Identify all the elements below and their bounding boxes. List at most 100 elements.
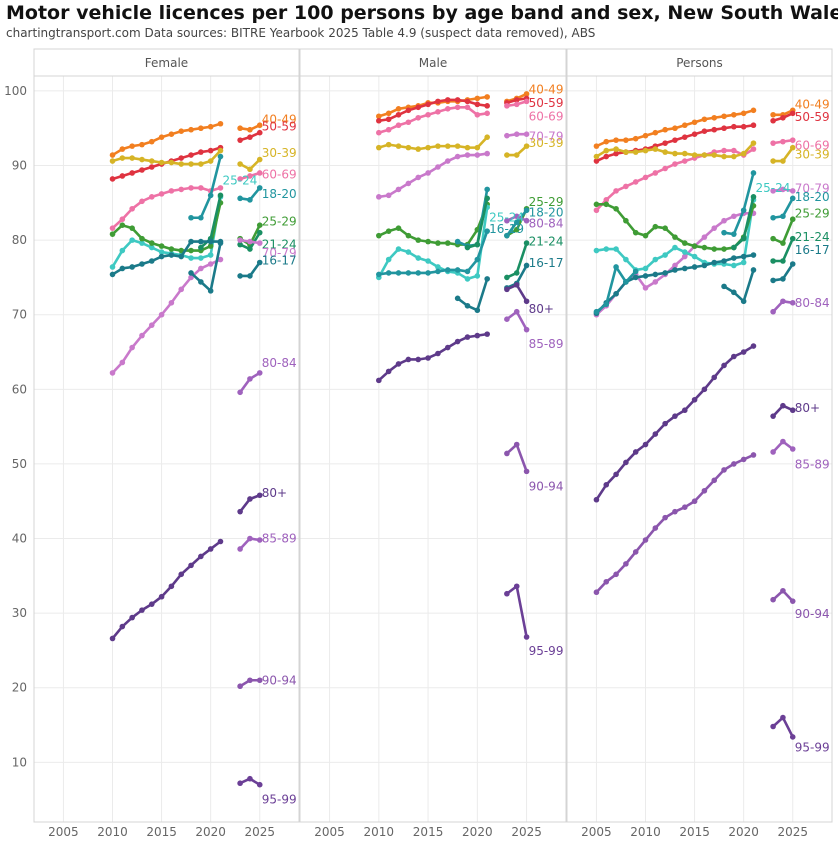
data-point (484, 134, 490, 140)
data-point (178, 161, 185, 167)
series-label-50-59: 50-59 (795, 110, 830, 124)
data-point (405, 144, 412, 151)
data-point (780, 138, 786, 145)
data-point (780, 438, 786, 445)
series-label-16-17: 16-17 (529, 256, 564, 270)
data-point (198, 255, 204, 261)
x-tick-label: 2005 (314, 825, 345, 839)
series-label-70-79: 70-79 (795, 182, 830, 196)
data-point (188, 255, 194, 261)
series-line (377, 203, 489, 246)
series-line (595, 453, 755, 594)
data-point (731, 353, 737, 360)
data-point (701, 262, 708, 269)
data-point (385, 126, 392, 133)
series-80-84 (504, 213, 530, 224)
data-point (780, 276, 786, 282)
data-point (237, 508, 243, 515)
data-point (623, 459, 629, 466)
data-point (256, 222, 263, 228)
data-point (425, 355, 431, 361)
data-point (139, 607, 145, 613)
series-label-40-49: 40-49 (795, 97, 830, 111)
data-point (198, 244, 204, 251)
data-point (789, 216, 796, 223)
data-point (731, 244, 737, 251)
data-point (198, 553, 204, 560)
data-point (188, 214, 194, 221)
x-tick-label: 2025 (511, 825, 542, 839)
data-point (168, 131, 175, 137)
data-point (711, 246, 718, 252)
series-90-94 (504, 441, 530, 475)
data-point (178, 128, 185, 135)
data-point (376, 117, 382, 124)
data-point (415, 255, 422, 261)
data-point (513, 583, 520, 590)
data-point (139, 198, 145, 205)
data-point (632, 149, 639, 155)
data-point (256, 240, 263, 246)
data-point (139, 261, 145, 267)
data-point (504, 274, 510, 281)
data-point (721, 246, 727, 252)
y-tick-label: 80 (12, 233, 27, 247)
data-point (789, 261, 796, 267)
data-point (464, 334, 471, 340)
data-point (256, 170, 263, 176)
y-tick-label: 70 (12, 308, 27, 322)
data-point (395, 246, 402, 252)
series-label-80-84: 80-84 (262, 356, 297, 370)
data-point (632, 549, 639, 555)
series-label-50-59: 50-59 (529, 96, 564, 110)
data-point (207, 147, 214, 154)
data-point (504, 590, 510, 597)
data-point (721, 113, 727, 120)
data-point (247, 496, 253, 502)
data-point (405, 119, 412, 126)
data-point (731, 213, 737, 220)
data-point (613, 264, 619, 270)
data-point (642, 285, 649, 291)
data-point (217, 153, 224, 160)
data-point (731, 262, 737, 269)
data-point (217, 120, 224, 127)
data-point (711, 259, 718, 266)
data-point (484, 94, 490, 100)
data-point (770, 117, 776, 124)
data-point (425, 170, 431, 176)
data-point (454, 104, 461, 111)
data-point (444, 344, 451, 351)
data-point (780, 186, 786, 193)
data-point (237, 683, 243, 690)
data-point (464, 104, 471, 111)
data-point (780, 240, 786, 246)
panel-title: Male (419, 56, 447, 70)
data-point (603, 246, 610, 252)
data-point (168, 159, 175, 166)
data-point (523, 298, 530, 305)
series-80-84 (237, 370, 263, 396)
data-point (780, 258, 786, 264)
data-point (740, 110, 747, 117)
data-point (217, 185, 224, 191)
series-label-21-24: 21-24 (262, 238, 297, 252)
data-point (385, 368, 392, 375)
data-point (464, 98, 471, 105)
data-point (435, 264, 441, 270)
data-point (139, 156, 145, 163)
data-point (444, 106, 451, 112)
data-point (425, 258, 431, 264)
data-point (168, 583, 175, 590)
data-point (603, 578, 610, 585)
data-point (484, 331, 490, 337)
data-point (415, 114, 422, 121)
data-point (504, 316, 510, 322)
data-point (405, 249, 412, 255)
series-80+ (376, 282, 530, 384)
x-tick-label: 2015 (413, 825, 444, 839)
data-point (780, 158, 786, 164)
y-tick-label: 50 (12, 457, 27, 471)
data-point (780, 587, 786, 594)
data-point (789, 137, 796, 143)
